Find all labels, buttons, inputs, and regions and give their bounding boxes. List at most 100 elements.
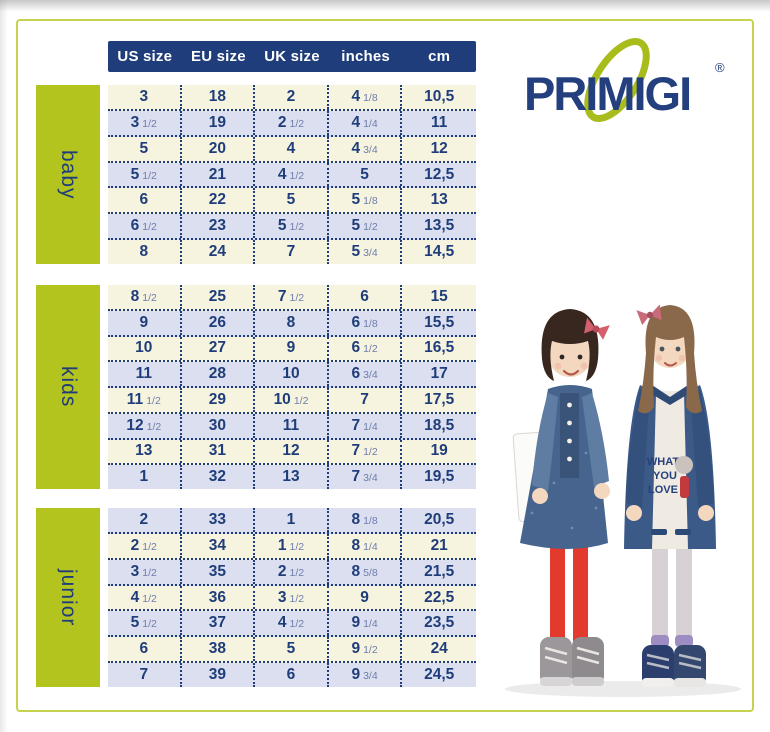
size-cell-uk: 4	[255, 136, 329, 161]
size-row: 3 1/2 19 2 1/2 4 1/4 11	[108, 110, 476, 137]
shirt-text-line1: WHAT	[647, 456, 679, 468]
size-cell-us: 7	[108, 663, 182, 688]
size-cell-inches: 9 1/4	[329, 611, 403, 636]
size-section-kids: 8 1/2 25 7 1/2 6 15 9 26 8 6 1/8 15,5 10 27 9 6 1/2 16,5 11…	[108, 285, 476, 489]
size-cell-uk: 4 1/2	[255, 611, 329, 636]
size-fraction: 1/8	[363, 317, 378, 330]
size-value: 12,5	[424, 165, 455, 183]
logo-swoosh-ellipse	[584, 38, 650, 122]
size-value: 11	[126, 390, 144, 408]
size-value: 13	[430, 191, 448, 209]
size-value: 10,5	[424, 87, 455, 105]
size-value: 16,5	[424, 339, 455, 357]
size-row: 11 28 10 6 3/4 17	[108, 362, 476, 388]
size-fraction: 1/2	[363, 644, 378, 657]
size-cell-eu: 31	[182, 439, 256, 464]
size-value: 4	[351, 113, 361, 131]
size-value: 6	[351, 339, 361, 357]
primigi-logo: PRIMIGI ®	[516, 30, 756, 128]
size-value: 8	[139, 243, 149, 261]
size-fraction: 1/2	[142, 592, 157, 605]
size-cell-inches: 7 1/2	[329, 439, 403, 464]
hand	[594, 483, 610, 499]
size-value: 5	[286, 191, 296, 209]
size-cell-cm: 24	[402, 637, 476, 661]
size-value: 20	[208, 139, 227, 157]
size-value: 15	[430, 287, 448, 305]
size-value: 27	[208, 339, 227, 357]
size-cell-eu: 33	[182, 508, 256, 532]
dark-bob-hair	[541, 309, 599, 381]
size-cell-uk: 7 1/2	[255, 285, 329, 309]
size-value: 2	[277, 562, 287, 580]
eye	[559, 354, 565, 360]
size-section-baby: 3 18 2 4 1/8 10,5 3 1/2 19 2 1/2 4 1/4 11 5 20 4 4 3/4 12 5 1…	[108, 85, 476, 265]
size-value: 19	[430, 442, 448, 460]
size-value: 28	[208, 365, 227, 383]
section-label-junior: junior	[36, 508, 100, 687]
size-value: 21,5	[424, 562, 455, 580]
size-value: 5	[360, 165, 369, 183]
size-row: 5 1/2 21 4 1/2 5 12,5	[108, 162, 476, 189]
button	[567, 438, 572, 444]
size-cell-us: 5	[108, 136, 182, 161]
size-value: 5	[351, 191, 361, 209]
size-value: 6	[351, 365, 361, 383]
size-value: 3	[130, 562, 140, 580]
size-value: 6	[139, 640, 149, 658]
size-row: 3 1/2 35 2 1/2 8 5/8 21,5	[108, 559, 476, 586]
size-value: 29	[208, 390, 227, 408]
size-cell-inches: 6 1/8	[329, 310, 403, 335]
size-value: 7	[277, 287, 287, 305]
size-value: 7	[286, 243, 296, 261]
size-value: 6	[360, 287, 369, 305]
red-legging	[550, 538, 565, 646]
size-fraction: 1/4	[363, 117, 378, 130]
size-cell-uk: 3 1/2	[255, 585, 329, 610]
size-cell-inches: 7 1/4	[329, 413, 403, 438]
size-cell-uk: 2 1/2	[255, 110, 329, 135]
size-value: 2	[277, 113, 287, 131]
laces	[544, 646, 600, 665]
size-cell-us: 6	[108, 637, 182, 662]
size-row: 6 22 5 5 1/8 13	[108, 188, 476, 215]
size-value: 19,5	[424, 468, 455, 486]
size-row: 13 31 12 7 1/2 19	[108, 439, 476, 466]
size-value: 23	[208, 217, 227, 235]
children-illustration: WHAT YOU LOVE	[505, 304, 741, 697]
size-fraction: 1/2	[289, 592, 305, 605]
size-cell-uk: 8	[255, 310, 329, 335]
size-value: 34	[208, 536, 227, 554]
size-cell-eu: 39	[182, 663, 256, 688]
size-value: 5	[286, 640, 296, 658]
size-value: 36	[208, 588, 227, 606]
size-value: 11	[282, 416, 300, 434]
size-fraction: 1/2	[142, 291, 157, 304]
size-value: 9	[351, 614, 361, 632]
size-row: 2 33 1 8 1/8 20,5	[108, 508, 476, 534]
size-section-junior: 2 33 1 8 1/8 20,5 2 1/2 34 1 1/2 8 1/4 21 3 1/2 35 2 1/2 8 5…	[108, 508, 476, 688]
size-cell-us: 2	[108, 508, 182, 532]
size-value: 7	[351, 468, 361, 486]
size-value: 9	[360, 588, 369, 606]
size-cell-eu: 20	[182, 136, 256, 161]
size-cell-eu: 21	[182, 162, 256, 187]
section-label-text: junior	[57, 568, 80, 627]
size-cell-us: 9	[108, 310, 182, 335]
size-value: 8	[351, 510, 361, 528]
size-cell-us: 10	[108, 336, 182, 361]
column-header-uk: UK size	[264, 48, 320, 65]
size-value: 9	[351, 666, 361, 684]
size-value: 4	[277, 614, 287, 632]
size-value: 21	[208, 165, 227, 183]
size-value: 9	[286, 339, 296, 357]
size-value: 7	[351, 442, 361, 460]
size-value: 25	[208, 287, 227, 305]
sleeve	[582, 393, 609, 487]
shirt-red-accent	[680, 476, 689, 498]
size-cell-uk: 5 1/2	[255, 214, 329, 239]
size-value: 15,5	[424, 313, 455, 331]
size-cell-eu: 30	[182, 413, 256, 438]
size-fraction: 1/2	[289, 540, 305, 553]
size-value: 24,5	[424, 666, 455, 684]
